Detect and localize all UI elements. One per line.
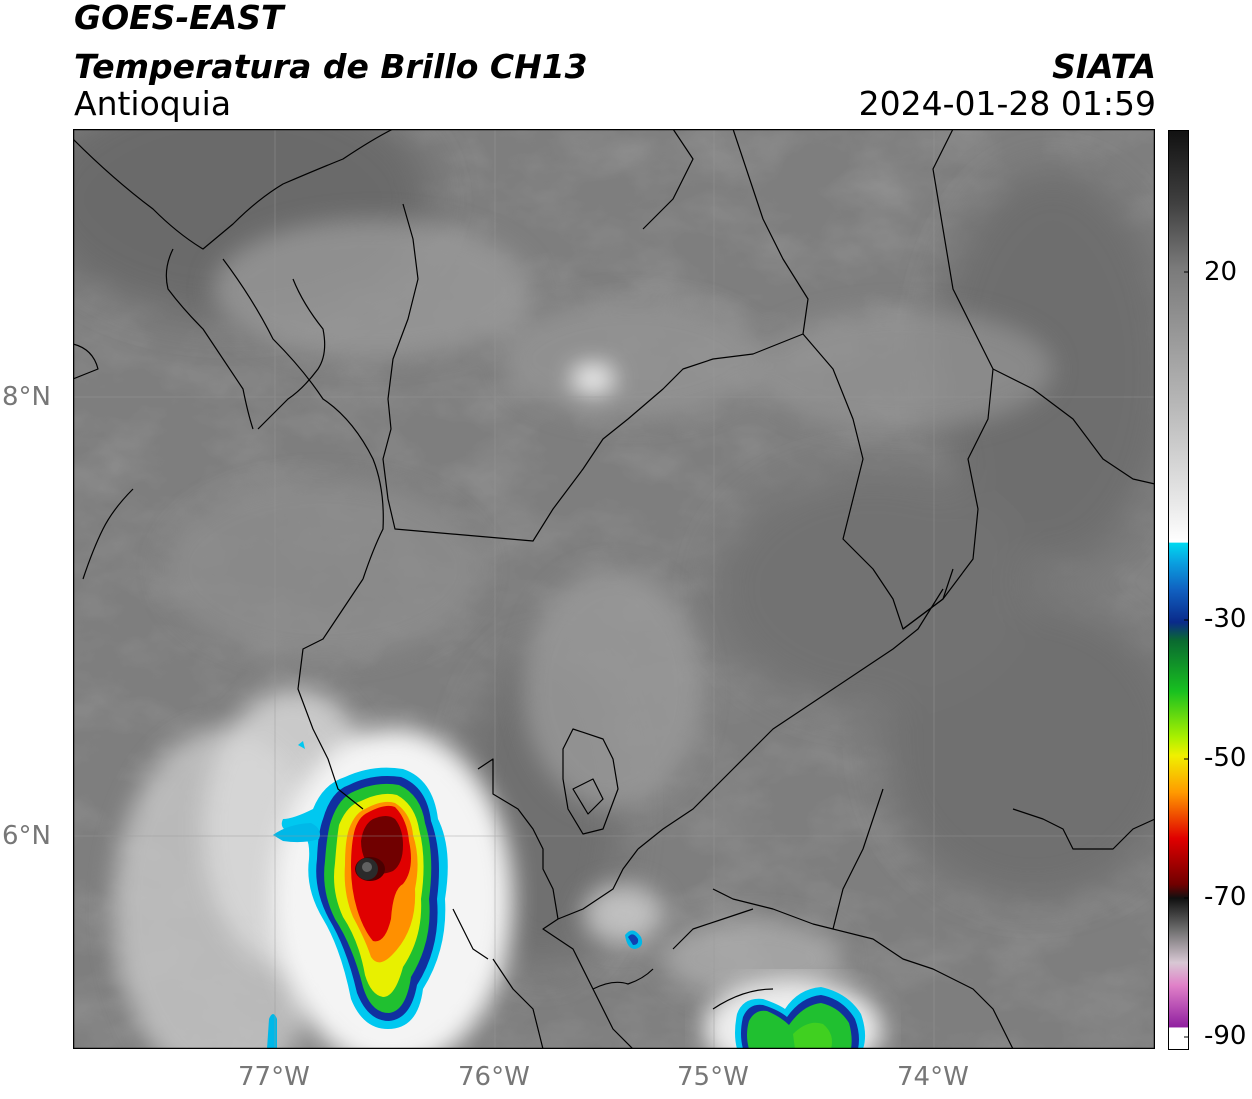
colorbar-tick-label: -50 xyxy=(1204,743,1247,773)
agency-label: SIATA xyxy=(1052,47,1156,86)
colorbar-tick-label: -30 xyxy=(1204,604,1247,634)
border-medellin xyxy=(562,728,619,835)
lat-label-8n: 8°N xyxy=(2,382,51,412)
map-border xyxy=(73,129,1155,1049)
graticule xyxy=(73,129,1155,1049)
border-santander xyxy=(992,368,1155,485)
boundaries xyxy=(73,129,1155,1049)
coastline-north xyxy=(73,343,99,380)
coastline-gulf xyxy=(73,129,394,250)
lon-label-75w: 75°W xyxy=(677,1062,749,1092)
convective-cell-west xyxy=(267,729,513,1049)
colorbar-tick-label: 20 xyxy=(1204,257,1238,287)
colorbar-tick-label: -90 xyxy=(1204,1021,1247,1051)
lon-label-76w: 76°W xyxy=(458,1062,530,1092)
border-east xyxy=(802,129,994,630)
lon-label-77w: 77°W xyxy=(238,1062,310,1092)
coastline-choco xyxy=(82,488,134,580)
border-choco-antioquia xyxy=(222,258,384,580)
satellite-title: GOES-EAST xyxy=(74,0,284,37)
region-label: Antioquia xyxy=(74,84,232,123)
lat-label-6n: 6°N xyxy=(2,821,51,851)
colorbar xyxy=(1168,130,1189,1050)
colorbar-tick-label: -70 xyxy=(1204,882,1247,912)
lon-label-74w: 74°W xyxy=(897,1062,969,1092)
satellite-map xyxy=(73,129,1155,1049)
border-south xyxy=(712,888,1014,1049)
product-title: Temperatura de Brillo CH13 xyxy=(74,47,588,86)
coastline-peninsula xyxy=(257,278,326,430)
datetime-label: 2024-01-28 01:59 xyxy=(858,84,1156,123)
convective-cell-east xyxy=(625,930,883,1049)
coastline-uraba xyxy=(165,248,254,430)
border-cordoba xyxy=(642,129,694,230)
border-antioquia-north xyxy=(382,129,809,542)
